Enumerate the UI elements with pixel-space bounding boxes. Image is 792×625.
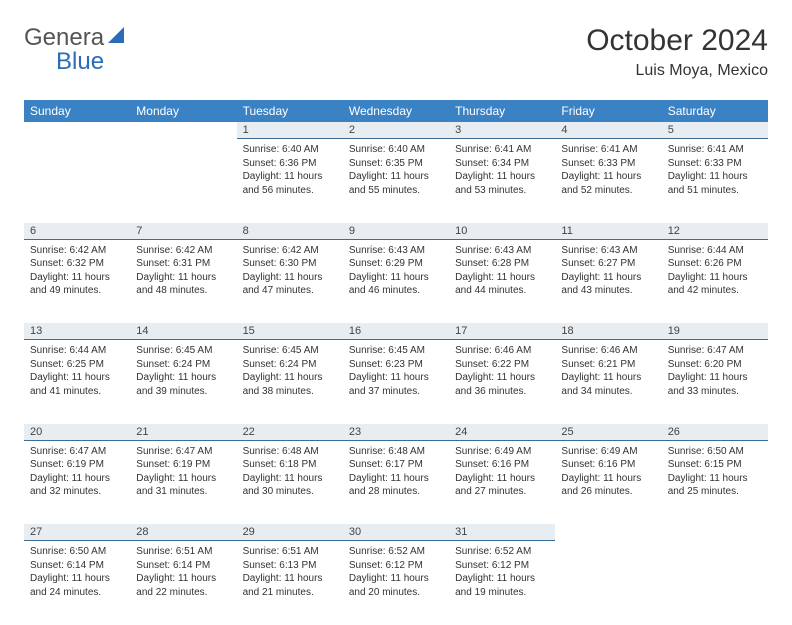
day-number: 12	[662, 223, 768, 240]
day-number: 3	[449, 122, 555, 139]
day-cell: Sunrise: 6:46 AMSunset: 6:21 PMDaylight:…	[555, 340, 661, 424]
day-number: 30	[343, 524, 449, 541]
daynum-row: 12345	[24, 122, 768, 139]
day-number: 10	[449, 223, 555, 240]
day-cell: Sunrise: 6:48 AMSunset: 6:17 PMDaylight:…	[343, 440, 449, 524]
day-cell: Sunrise: 6:41 AMSunset: 6:33 PMDaylight:…	[555, 139, 661, 223]
day-number: 8	[237, 223, 343, 240]
day-number: 25	[555, 424, 661, 441]
weekday-header-row: Sunday Monday Tuesday Wednesday Thursday…	[24, 100, 768, 122]
day-cell: Sunrise: 6:45 AMSunset: 6:23 PMDaylight:…	[343, 340, 449, 424]
day-number: 2	[343, 122, 449, 139]
day-cell: Sunrise: 6:43 AMSunset: 6:27 PMDaylight:…	[555, 239, 661, 323]
day-number: 9	[343, 223, 449, 240]
day-number: 24	[449, 424, 555, 441]
daynum-row: 2728293031	[24, 524, 768, 541]
day-number: 26	[662, 424, 768, 441]
day-cell: Sunrise: 6:42 AMSunset: 6:30 PMDaylight:…	[237, 239, 343, 323]
day-cell: Sunrise: 6:42 AMSunset: 6:31 PMDaylight:…	[130, 239, 236, 323]
day-number: 17	[449, 323, 555, 340]
day-number: 15	[237, 323, 343, 340]
day-number: 27	[24, 524, 130, 541]
day-cell: Sunrise: 6:40 AMSunset: 6:36 PMDaylight:…	[237, 139, 343, 223]
location-subtitle: Luis Moya, Mexico	[586, 62, 768, 80]
day-number: 5	[662, 122, 768, 139]
day-number	[662, 524, 768, 541]
day-cell: Sunrise: 6:43 AMSunset: 6:29 PMDaylight:…	[343, 239, 449, 323]
calendar-body: 12345Sunrise: 6:40 AMSunset: 6:36 PMDayl…	[24, 122, 768, 625]
content-row: Sunrise: 6:42 AMSunset: 6:32 PMDaylight:…	[24, 239, 768, 323]
day-number: 11	[555, 223, 661, 240]
header: Genera October 2024 Luis Moya, Mexico	[24, 24, 768, 80]
day-number: 19	[662, 323, 768, 340]
sail-icon	[106, 24, 126, 52]
day-number: 18	[555, 323, 661, 340]
day-cell: Sunrise: 6:47 AMSunset: 6:19 PMDaylight:…	[24, 440, 130, 524]
title-block: October 2024 Luis Moya, Mexico	[586, 24, 768, 80]
day-number: 20	[24, 424, 130, 441]
weekday-header: Wednesday	[343, 100, 449, 122]
day-number: 4	[555, 122, 661, 139]
daynum-row: 20212223242526	[24, 424, 768, 441]
day-number	[24, 122, 130, 139]
content-row: Sunrise: 6:47 AMSunset: 6:19 PMDaylight:…	[24, 440, 768, 524]
day-cell: Sunrise: 6:45 AMSunset: 6:24 PMDaylight:…	[130, 340, 236, 424]
day-cell: Sunrise: 6:49 AMSunset: 6:16 PMDaylight:…	[449, 440, 555, 524]
brand-word2: Blue	[56, 48, 104, 75]
day-cell: Sunrise: 6:44 AMSunset: 6:26 PMDaylight:…	[662, 239, 768, 323]
day-number: 22	[237, 424, 343, 441]
day-cell: Sunrise: 6:41 AMSunset: 6:33 PMDaylight:…	[662, 139, 768, 223]
day-cell: Sunrise: 6:49 AMSunset: 6:16 PMDaylight:…	[555, 440, 661, 524]
day-number: 16	[343, 323, 449, 340]
day-cell: Sunrise: 6:40 AMSunset: 6:35 PMDaylight:…	[343, 139, 449, 223]
daynum-row: 13141516171819	[24, 323, 768, 340]
weekday-header: Friday	[555, 100, 661, 122]
content-row: Sunrise: 6:40 AMSunset: 6:36 PMDaylight:…	[24, 139, 768, 223]
day-number: 7	[130, 223, 236, 240]
weekday-header: Saturday	[662, 100, 768, 122]
day-number: 31	[449, 524, 555, 541]
day-number: 29	[237, 524, 343, 541]
day-number: 21	[130, 424, 236, 441]
day-cell: Sunrise: 6:41 AMSunset: 6:34 PMDaylight:…	[449, 139, 555, 223]
day-number: 6	[24, 223, 130, 240]
page-title: October 2024	[586, 24, 768, 58]
weekday-header: Tuesday	[237, 100, 343, 122]
day-number: 28	[130, 524, 236, 541]
day-cell: Sunrise: 6:42 AMSunset: 6:32 PMDaylight:…	[24, 239, 130, 323]
day-number: 1	[237, 122, 343, 139]
brand-word2-wrap: GeBlue	[24, 48, 104, 76]
day-number	[130, 122, 236, 139]
day-number: 14	[130, 323, 236, 340]
day-number: 13	[24, 323, 130, 340]
day-cell: Sunrise: 6:47 AMSunset: 6:19 PMDaylight:…	[130, 440, 236, 524]
weekday-header: Monday	[130, 100, 236, 122]
day-cell: Sunrise: 6:46 AMSunset: 6:22 PMDaylight:…	[449, 340, 555, 424]
day-cell: Sunrise: 6:48 AMSunset: 6:18 PMDaylight:…	[237, 440, 343, 524]
calendar-table: Sunday Monday Tuesday Wednesday Thursday…	[24, 100, 768, 625]
day-cell	[130, 139, 236, 223]
daynum-row: 6789101112	[24, 223, 768, 240]
day-cell: Sunrise: 6:47 AMSunset: 6:20 PMDaylight:…	[662, 340, 768, 424]
day-number: 23	[343, 424, 449, 441]
day-cell	[24, 139, 130, 223]
day-number	[555, 524, 661, 541]
day-cell: Sunrise: 6:43 AMSunset: 6:28 PMDaylight:…	[449, 239, 555, 323]
day-cell: Sunrise: 6:44 AMSunset: 6:25 PMDaylight:…	[24, 340, 130, 424]
weekday-header: Thursday	[449, 100, 555, 122]
weekday-header: Sunday	[24, 100, 130, 122]
day-cell: Sunrise: 6:45 AMSunset: 6:24 PMDaylight:…	[237, 340, 343, 424]
content-row: Sunrise: 6:44 AMSunset: 6:25 PMDaylight:…	[24, 340, 768, 424]
day-cell: Sunrise: 6:50 AMSunset: 6:15 PMDaylight:…	[662, 440, 768, 524]
